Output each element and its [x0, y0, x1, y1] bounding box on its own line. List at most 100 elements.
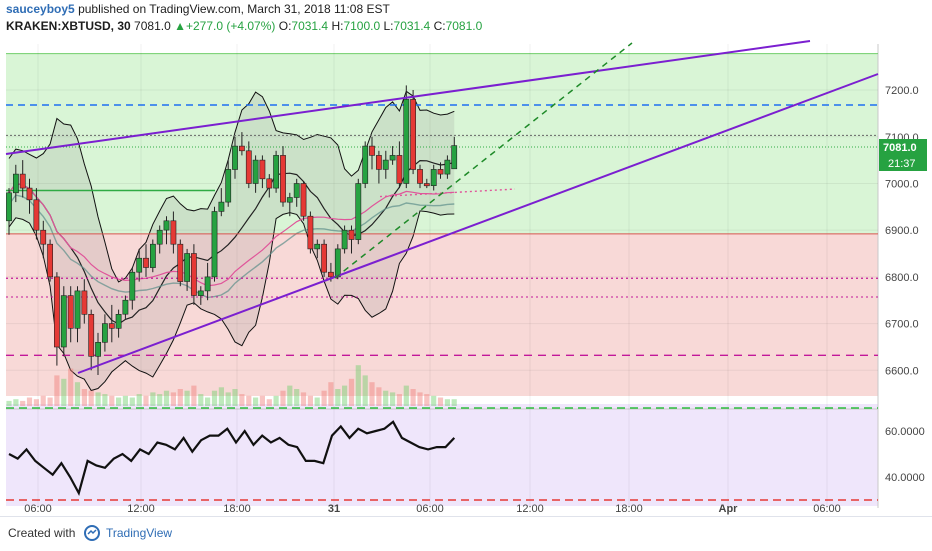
- candle-body: [184, 253, 190, 282]
- candle-body: [327, 271, 334, 278]
- price-tick-label: 6600.0: [885, 365, 919, 377]
- candle-body: [211, 211, 218, 278]
- volume-bar: [437, 397, 444, 406]
- volume-bar: [211, 390, 218, 406]
- volume-bar: [129, 397, 135, 406]
- candle-body: [403, 99, 410, 184]
- candle-body: [266, 178, 273, 189]
- candle-body: [67, 295, 74, 329]
- candle-body: [197, 290, 204, 296]
- moving-average-pink: [8, 182, 455, 287]
- candle-body: [273, 155, 279, 189]
- low-label: L:: [383, 19, 394, 33]
- volume-bar: [40, 395, 46, 406]
- time-tick-label: 06:00: [813, 503, 841, 515]
- tradingview-brand[interactable]: TradingView: [106, 526, 173, 540]
- candle-body: [355, 183, 362, 240]
- candle-body: [81, 290, 88, 315]
- candle-body: [232, 145, 238, 170]
- candle-body: [410, 99, 416, 170]
- symbol-name[interactable]: KRAKEN:XBTUSD: [6, 19, 111, 33]
- trend-lines[interactable]: [5, 40, 879, 374]
- volume-bar: [307, 395, 313, 406]
- symbol-line: KRAKEN:XBTUSD, 30 7081.0 ▲+277.0 (+4.07%…: [6, 19, 483, 33]
- candle-body: [321, 243, 327, 273]
- price-change: +277.0 (+4.07%): [185, 19, 276, 33]
- candle-body: [437, 169, 444, 175]
- candle-body: [143, 257, 149, 268]
- volume-bar: [266, 399, 272, 406]
- author-name[interactable]: sauceyboy5: [6, 2, 75, 16]
- published-text: published on TradingView.com, March 31, …: [78, 2, 390, 16]
- volume-bar: [13, 399, 19, 406]
- time-tick-label: 12:00: [516, 503, 544, 515]
- volume-bar: [177, 389, 183, 406]
- high-label: H:: [331, 19, 344, 33]
- volume-bar: [88, 390, 94, 406]
- price-tick-label: 6700.0: [885, 319, 919, 331]
- candle-body: [307, 215, 314, 250]
- volume-bar: [68, 368, 74, 406]
- volume-bar: [246, 395, 252, 406]
- price-chart[interactable]: 7200.07100.07000.06900.06800.06700.06600…: [0, 38, 932, 516]
- candle-body: [60, 295, 67, 348]
- band-lower: [8, 210, 455, 392]
- volume-bar: [328, 382, 334, 406]
- candle-body: [280, 155, 286, 203]
- time-tick-label: 06:00: [24, 503, 52, 515]
- volume-bar: [218, 387, 224, 406]
- candle-body: [369, 145, 375, 156]
- candle-body: [430, 169, 437, 186]
- volume-bar: [287, 385, 293, 406]
- candle-body: [74, 290, 81, 329]
- candle-body: [396, 155, 403, 184]
- time-tick-label: 31: [328, 503, 340, 515]
- candle-body: [47, 243, 53, 278]
- channel-upper-line: [5, 40, 811, 155]
- candle-body: [362, 145, 369, 184]
- volume-bar: [74, 382, 81, 406]
- candle-body: [286, 197, 293, 203]
- candle-body: [163, 220, 170, 231]
- candle-body: [259, 159, 266, 180]
- time-tick-label: 06:00: [416, 503, 444, 515]
- volume-bar: [26, 397, 33, 406]
- channel-lower-line: [77, 73, 879, 374]
- volume-bar: [239, 394, 245, 406]
- price-tick-label: 7200.0: [885, 85, 919, 97]
- volume-bar: [300, 392, 307, 406]
- candle-body: [334, 248, 341, 278]
- candle-body: [40, 229, 47, 245]
- time-tick-label: Apr: [719, 503, 739, 515]
- volume-bar: [424, 394, 430, 406]
- candle-body: [170, 220, 177, 245]
- volume-bar: [348, 378, 355, 406]
- volume-bar: [61, 378, 67, 406]
- last-price: 7081.0: [134, 19, 171, 33]
- countdown-label: 21:37: [888, 158, 916, 170]
- candle-body: [444, 159, 451, 175]
- volume-bar: [20, 400, 26, 406]
- volume-bar: [369, 382, 375, 406]
- low-value: 7031.4: [393, 19, 431, 33]
- time-tick-label: 18:00: [615, 503, 643, 515]
- candle-body: [150, 243, 156, 268]
- volume-bar: [95, 392, 101, 406]
- candle-body: [451, 145, 458, 170]
- volume-bar: [294, 389, 300, 406]
- horizontal-levels: [6, 104, 878, 357]
- candle-body: [156, 229, 163, 245]
- volume-bar: [205, 397, 211, 406]
- volume-bar: [54, 375, 60, 406]
- volume-bar: [47, 397, 53, 406]
- volume-bar: [417, 392, 423, 406]
- volume-bar: [376, 387, 382, 406]
- volume-bar: [259, 395, 265, 406]
- candle-body: [33, 199, 40, 231]
- volume-bar: [225, 392, 231, 406]
- price-tick-label: 6800.0: [885, 272, 919, 284]
- candle-body: [26, 187, 33, 201]
- footer: Created with TradingView: [0, 516, 932, 551]
- rsi-line: [8, 420, 456, 497]
- volume-bar: [390, 392, 396, 406]
